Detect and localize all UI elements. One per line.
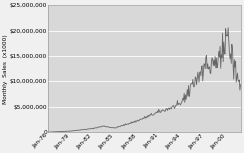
Y-axis label: Monthly  Sales  (x1000): Monthly Sales (x1000) (3, 34, 9, 104)
